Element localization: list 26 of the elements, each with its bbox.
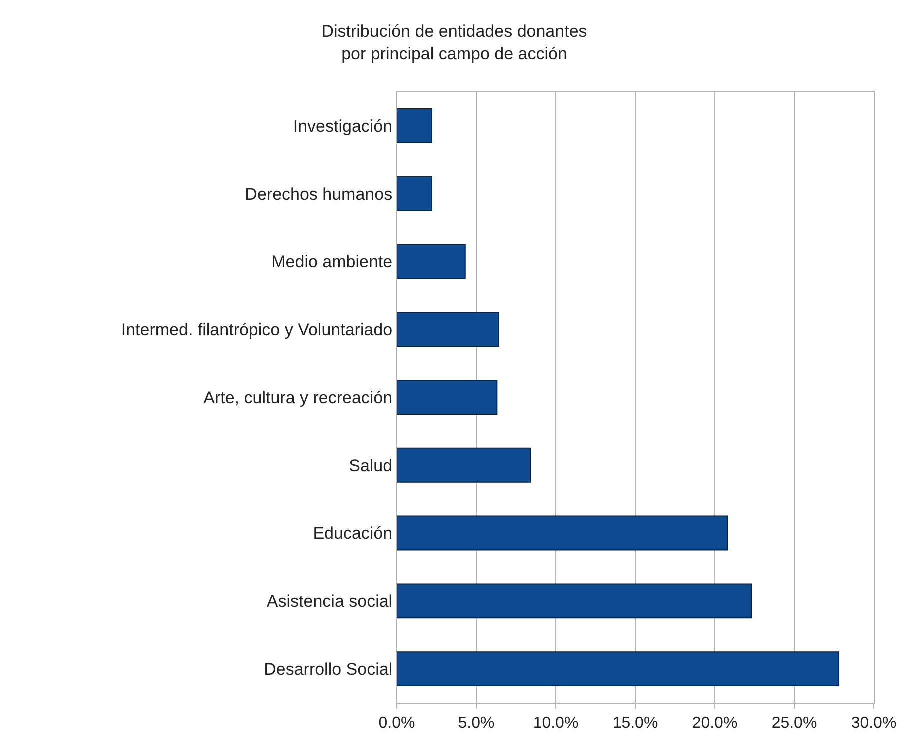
chart-title: Distribución de entidades donantes por principal campo de acción: [322, 22, 588, 64]
x-tick-label: 25.0%: [772, 715, 818, 732]
bar: [397, 380, 498, 415]
x-tick-label: 30.0%: [851, 715, 897, 732]
bar: [397, 312, 500, 348]
y-tick-label: Investigación: [293, 116, 393, 136]
y-tick-label: Desarrollo Social: [264, 660, 393, 680]
bar: [397, 108, 432, 144]
y-tick-label: Arte, cultura y recreación: [204, 388, 393, 408]
y-tick-label: Medio ambiente: [272, 252, 393, 272]
bar: [397, 652, 840, 687]
x-tick-label: 5.0%: [458, 715, 495, 732]
y-tick-label: Intermed. filantrópico y Voluntariado: [121, 320, 393, 340]
x-tick-label: 10.0%: [533, 715, 579, 732]
x-tick-label: 0.0%: [378, 715, 416, 732]
bar: [397, 176, 432, 212]
x-tick-label: 20.0%: [692, 715, 738, 732]
y-tick-label: Derechos humanos: [245, 184, 393, 204]
y-tick-label: Salud: [349, 456, 393, 476]
bar: [397, 244, 466, 280]
x-tick-label: 15.0%: [612, 715, 658, 732]
bar: [397, 584, 752, 619]
y-tick-label: Educación: [313, 524, 393, 544]
y-tick-label: Asistencia social: [266, 592, 393, 612]
bar: [397, 448, 532, 483]
bar: [397, 516, 728, 551]
